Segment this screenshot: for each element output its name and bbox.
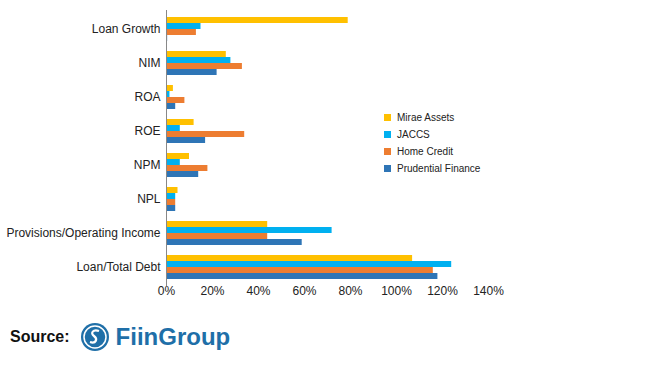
svg-text:140%: 140%: [473, 284, 504, 298]
svg-text:20%: 20%: [200, 284, 224, 298]
svg-text:120%: 120%: [427, 284, 458, 298]
svg-text:ROE: ROE: [134, 124, 160, 138]
svg-text:Loan Growth: Loan Growth: [92, 22, 161, 36]
svg-text:Loan/Total Debt: Loan/Total Debt: [76, 260, 161, 274]
svg-text:Provisions/Operating Income: Provisions/Operating Income: [6, 226, 160, 240]
svg-text:80%: 80%: [338, 284, 362, 298]
html-text:Mirae Assets: Mirae Assets: [397, 112, 455, 123]
html-text:Source:: Source:: [10, 328, 70, 345]
html-text:JACCS: JACCS: [397, 129, 430, 140]
svg-text:ROA: ROA: [134, 90, 160, 104]
html-text:FiinGroup: FiinGroup: [115, 323, 231, 350]
svg-text:100%: 100%: [381, 284, 412, 298]
html-text:Home Credit: Home Credit: [397, 146, 454, 157]
svg-text:NPM: NPM: [134, 158, 161, 172]
html-text:Prudential Finance: Prudential Finance: [397, 163, 481, 174]
svg-text:NPL: NPL: [137, 192, 161, 206]
svg-text:40%: 40%: [246, 284, 270, 298]
svg-text:NIM: NIM: [139, 56, 161, 70]
svg-text:60%: 60%: [292, 284, 316, 298]
svg-text:0%: 0%: [158, 284, 176, 298]
